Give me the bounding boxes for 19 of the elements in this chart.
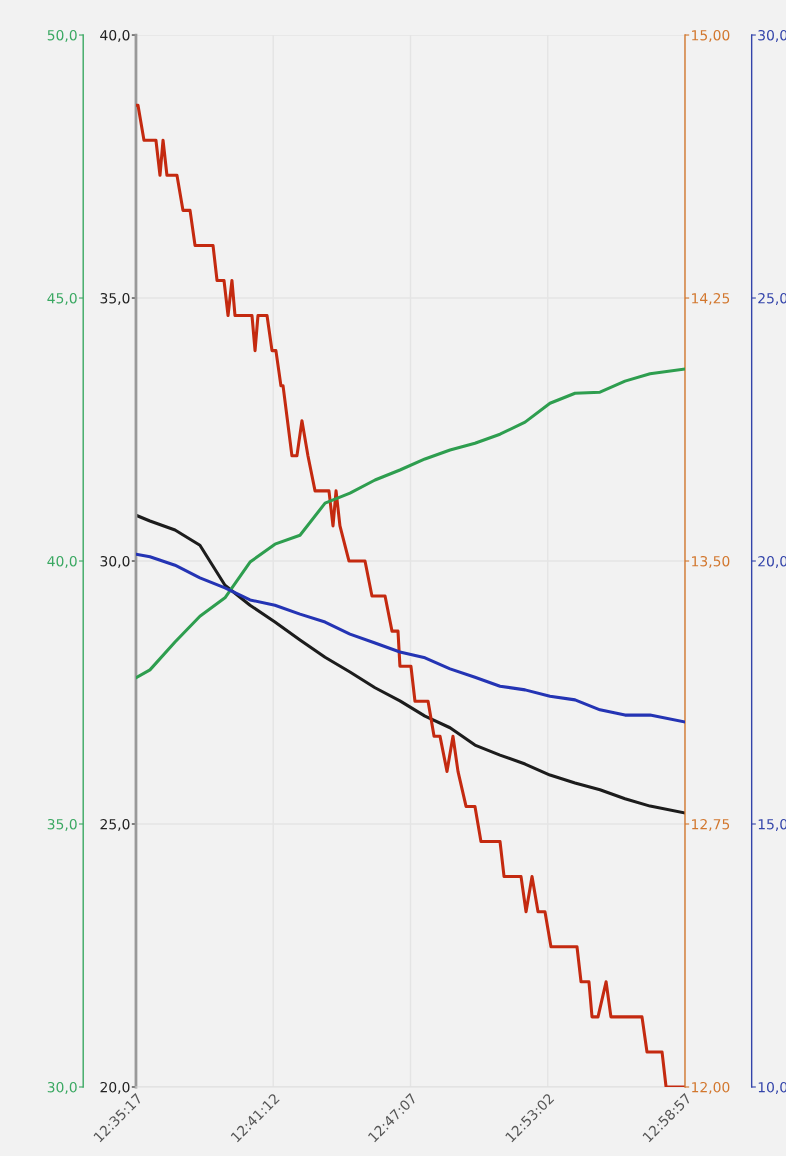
line-series xyxy=(135,367,685,680)
y2-tick-label: 14,25 xyxy=(692,292,730,305)
y-tick-label: 30,0 xyxy=(100,555,130,568)
y-tick-label: 45,0 xyxy=(47,292,77,305)
y-tick-label: 35,0 xyxy=(47,818,77,831)
y2-tick-label: 12,00 xyxy=(692,1081,730,1094)
y-tick-label: 40,0 xyxy=(100,30,130,42)
y-tick-label: 20,0 xyxy=(100,1081,130,1094)
y2-tick-label: 12,75 xyxy=(692,818,730,831)
y2-tick-label: 13,50 xyxy=(692,555,730,568)
y-tick-label: 50,0 xyxy=(47,30,77,42)
y-tick-label: 30,0 xyxy=(47,1081,77,1094)
line-series xyxy=(135,552,685,724)
y2-tick-label: 15,00 xyxy=(692,30,730,42)
y-tick-label: 35,0 xyxy=(100,292,130,305)
line-series xyxy=(135,103,685,1087)
y-tick-label: 40,0 xyxy=(47,555,77,568)
line-series xyxy=(135,513,685,815)
y-tick-label: 25,0 xyxy=(100,818,130,831)
